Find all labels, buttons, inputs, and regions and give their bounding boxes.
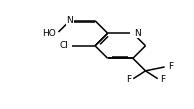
- Text: F: F: [160, 75, 165, 84]
- Text: Cl: Cl: [60, 41, 69, 50]
- Text: F: F: [168, 62, 173, 71]
- Text: F: F: [126, 75, 131, 84]
- Text: HO: HO: [42, 29, 56, 38]
- Text: N: N: [134, 29, 141, 38]
- Text: N: N: [67, 16, 73, 25]
